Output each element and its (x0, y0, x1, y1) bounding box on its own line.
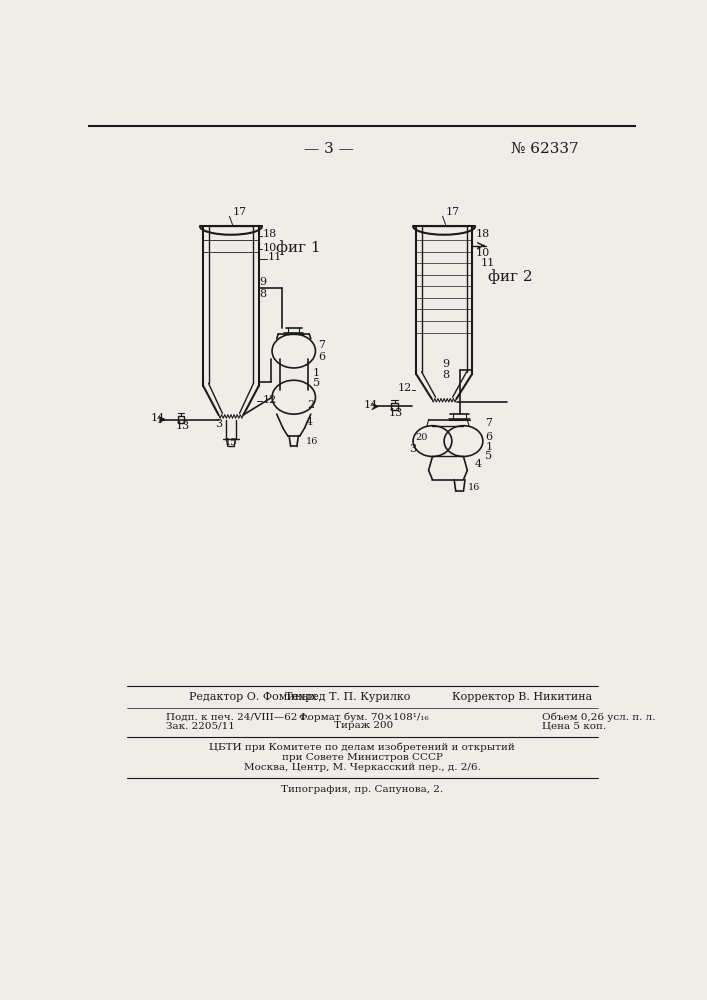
Text: 9: 9 (443, 359, 450, 369)
Text: 4: 4 (306, 417, 313, 427)
Text: 17: 17 (445, 207, 460, 217)
Text: 7: 7 (319, 340, 325, 350)
Text: 5: 5 (313, 378, 320, 388)
Text: 13: 13 (176, 421, 190, 431)
Text: Тираж 200: Тираж 200 (334, 721, 393, 730)
Text: фиг 2: фиг 2 (488, 269, 532, 284)
Text: 3: 3 (409, 444, 416, 454)
Text: 7: 7 (485, 418, 492, 428)
Text: 9: 9 (259, 277, 267, 287)
Text: 12: 12 (397, 383, 411, 393)
Text: ЦБТИ при Комитете по делам изобретений и открытий: ЦБТИ при Комитете по делам изобретений и… (209, 743, 515, 752)
Text: 20: 20 (416, 433, 428, 442)
Text: 6: 6 (319, 352, 326, 362)
Text: Подп. к печ. 24/VIII—62 г.: Подп. к печ. 24/VIII—62 г. (166, 712, 309, 721)
Bar (178, 416, 185, 423)
Text: 14: 14 (151, 413, 165, 423)
Text: 6: 6 (485, 432, 492, 442)
Text: Техред Т. П. Курилко: Техред Т. П. Курилко (286, 692, 411, 702)
Text: 11: 11 (267, 252, 281, 262)
Text: 16: 16 (467, 483, 480, 492)
Text: Зак. 2205/11: Зак. 2205/11 (166, 721, 235, 730)
Text: Цена 5 коп.: Цена 5 коп. (542, 721, 606, 730)
Text: при Совете Министров СССР: при Совете Министров СССР (281, 753, 443, 762)
Text: Корректор В. Никитина: Корректор В. Никитина (452, 692, 592, 702)
Text: 12: 12 (263, 395, 277, 405)
Text: Объем 0,26 усл. п. л.: Объем 0,26 усл. п. л. (542, 712, 655, 722)
Text: 17: 17 (233, 207, 247, 217)
Text: 11: 11 (481, 258, 495, 268)
Text: 10: 10 (263, 243, 277, 253)
Text: 10: 10 (476, 248, 490, 258)
Text: 18: 18 (263, 229, 277, 239)
Text: 2: 2 (308, 400, 315, 410)
Text: Формат бум. 70×108¹/₁₆: Формат бум. 70×108¹/₁₆ (298, 712, 428, 722)
Text: Москва, Центр, М. Черкасский пер., д. 2/6.: Москва, Центр, М. Черкасский пер., д. 2/… (244, 763, 480, 772)
Text: 4: 4 (475, 459, 482, 469)
Text: 8: 8 (259, 289, 267, 299)
Text: 3: 3 (216, 419, 223, 429)
Text: 14: 14 (363, 400, 378, 410)
Text: 1: 1 (313, 368, 320, 378)
Text: 8: 8 (443, 370, 450, 380)
Text: № 62337: № 62337 (510, 142, 578, 156)
Text: 18: 18 (476, 229, 490, 239)
Text: 1: 1 (485, 442, 492, 452)
Text: Редактор О. Фоминых: Редактор О. Фоминых (189, 692, 317, 702)
Text: фиг 1: фиг 1 (276, 240, 320, 255)
Text: 5: 5 (485, 451, 492, 461)
Text: — 3 —: — 3 — (304, 142, 354, 156)
Text: 15: 15 (225, 438, 237, 447)
Bar (392, 403, 397, 410)
Text: 16: 16 (306, 437, 319, 446)
Text: Типография, пр. Сапунова, 2.: Типография, пр. Сапунова, 2. (281, 785, 443, 794)
Text: 13: 13 (389, 408, 403, 418)
